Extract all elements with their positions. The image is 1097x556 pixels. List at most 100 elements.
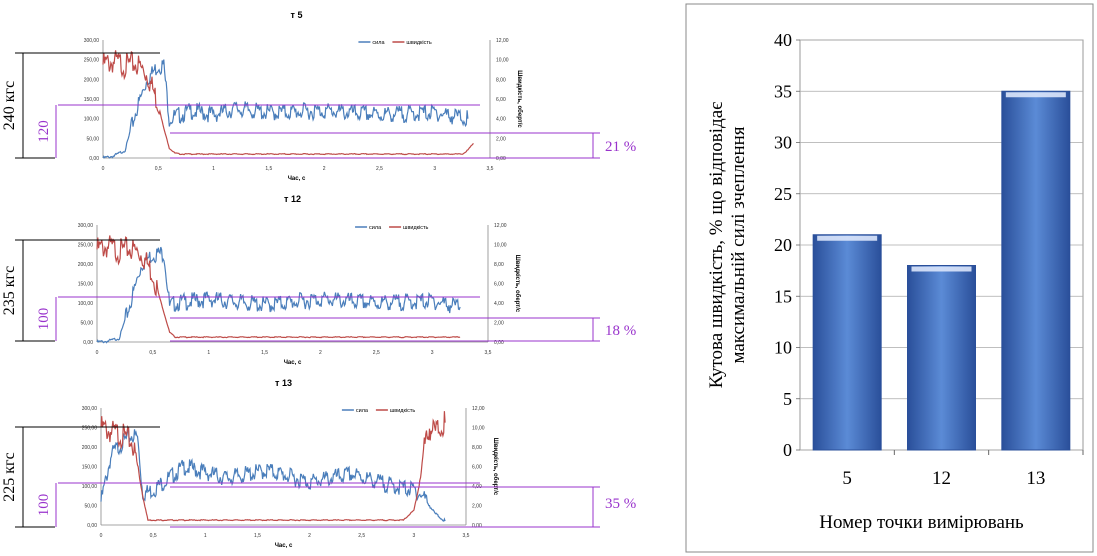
- y-right-axis-label: Швидкість, оберт/с: [492, 438, 499, 496]
- y-tick-label: 30: [774, 133, 792, 153]
- line-chart-panel: т 5300,00250,00200,00150,00100,0050,000,…: [84, 10, 523, 182]
- x-axis-label: Номер точки вимірювань: [819, 512, 1024, 533]
- chart-title: т 5: [291, 10, 303, 20]
- line-chart-panel: т 13300,00250,00200,00150,00100,0050,000…: [82, 378, 499, 549]
- y-right-tick-label: 8,00: [472, 445, 482, 451]
- bar-chart-panel: 0 5 10 15 20 25 30 35 40 5 12 13 Номер точки вимірюв…: [685, 3, 1094, 553]
- y-axis-label: Кутова швидкість, % що відповідаємаксима…: [706, 102, 749, 389]
- legend-label-force: сила: [372, 40, 385, 46]
- y-tick-label: 5: [783, 389, 792, 409]
- x-tick-label: 0: [96, 350, 99, 356]
- force-series-line: [96, 246, 461, 344]
- annotation-group: 225 кгс 100 35 %: [1, 426, 636, 528]
- y-right-tick-label: 2,00: [494, 321, 504, 327]
- y-right-tick-label: 4,00: [494, 301, 504, 307]
- y-right-tick-label: 10,00: [494, 243, 507, 249]
- y-tick-label: 40: [774, 30, 792, 50]
- y-tick-label: 25: [774, 184, 792, 204]
- y-left-tick-label: 0,00: [83, 340, 93, 346]
- y-right-tick-label: 6,00: [494, 282, 504, 288]
- mean-force-label: 120: [36, 120, 52, 143]
- y-tick-label: 35: [774, 81, 792, 101]
- speed-series-line: [96, 235, 461, 339]
- x-tick-label: 12: [932, 468, 951, 489]
- line-chart-panel: т 12 300,00 250,00 200,00 150,00 100,00 50,00 0…: [78, 194, 521, 366]
- chart-title: т 13: [275, 378, 292, 388]
- x-axis-label: Час, с: [284, 360, 302, 366]
- x-tick-label: 1: [212, 166, 215, 172]
- y-left-tick-label: 100,00: [82, 484, 98, 490]
- bar: [1001, 90, 1071, 451]
- y-left-tick-label: 300,00: [82, 406, 98, 412]
- percent-label: 21 %: [605, 139, 636, 155]
- y-left-tick-label: 250,00: [78, 243, 94, 249]
- legend-label-speed: швидкість: [390, 408, 416, 414]
- y-right-tick-label: 4,00: [496, 117, 506, 123]
- y-left-tick-label: 250,00: [84, 58, 100, 64]
- mean-force-label: 100: [36, 494, 52, 517]
- y-left-tick-label: 100,00: [78, 301, 94, 307]
- x-tick-label: 1,5: [261, 350, 268, 356]
- y-left-tick-label: 150,00: [78, 282, 94, 288]
- y-right-tick-label: 0,00: [496, 156, 506, 162]
- y-left-tick-label: 100,00: [84, 117, 100, 123]
- bar: [907, 265, 976, 451]
- bar-highlight: [911, 266, 972, 272]
- legend-label-speed: швидкість: [403, 225, 429, 231]
- legend-label-speed: швидкість: [406, 40, 432, 46]
- percent-label: 18 %: [605, 323, 636, 339]
- x-tick-label: 3,5: [485, 350, 492, 356]
- speed-series-line: [102, 50, 474, 156]
- y-right-tick-label: 6,00: [472, 465, 482, 471]
- x-tick-label: 2: [308, 533, 311, 539]
- annotation-group: 235 кгс 100 18 %: [1, 239, 636, 342]
- bar: [812, 234, 882, 451]
- peak-force-label: 235 кгс: [1, 266, 18, 315]
- percent-label: 35 %: [605, 496, 636, 512]
- x-tick-label: 0,5: [150, 533, 157, 539]
- y-left-tick-label: 50,00: [80, 321, 93, 327]
- y-tick-label: 20: [774, 235, 792, 255]
- y-right-tick-label: 12,00: [496, 38, 509, 44]
- y-right-tick-label: 12,00: [494, 223, 507, 229]
- y-left-tick-label: 50,00: [84, 504, 97, 510]
- peak-force-label: 240 кгс: [1, 81, 18, 130]
- x-tick-label: 1,5: [254, 533, 261, 539]
- y-left-tick-label: 200,00: [78, 262, 94, 268]
- x-tick-label: 2: [323, 166, 326, 172]
- speed-series-line: [100, 411, 446, 522]
- y-left-tick-label: 50,00: [86, 136, 99, 142]
- y-left-tick-label: 250,00: [82, 426, 98, 432]
- x-tick-label: 1: [204, 533, 207, 539]
- x-tick-label: 0: [100, 533, 103, 539]
- y-left-tick-label: 0,00: [89, 156, 99, 162]
- y-tick-label: 10: [774, 338, 792, 358]
- y-right-tick-label: 0,00: [472, 523, 482, 529]
- y-right-tick-label: 12,00: [472, 406, 485, 412]
- x-axis-label: Час, с: [288, 176, 306, 182]
- bar-highlight: [817, 235, 878, 241]
- peak-force-label: 225 кгс: [1, 452, 18, 501]
- bar-highlight: [1005, 92, 1066, 98]
- y-left-tick-label: 150,00: [84, 97, 100, 103]
- force-series-line: [102, 59, 469, 159]
- y-left-tick-label: 300,00: [84, 38, 100, 44]
- x-tick-label: 3: [433, 166, 436, 172]
- y-left-tick-label: 200,00: [82, 445, 98, 451]
- y-left-tick-label: 300,00: [78, 223, 94, 229]
- y-right-tick-label: 10,00: [496, 58, 509, 64]
- x-tick-label: 0: [102, 166, 105, 172]
- y-right-tick-label: 8,00: [494, 262, 504, 268]
- x-tick-label: 3,5: [487, 166, 494, 172]
- y-left-tick-label: 0,00: [87, 523, 97, 529]
- force-series-line: [100, 429, 446, 522]
- chart-title: т 12: [284, 194, 301, 204]
- y-left-tick-label: 200,00: [84, 77, 100, 83]
- x-tick-label: 0,5: [155, 166, 162, 172]
- y-tick-label: 0: [783, 440, 792, 460]
- y-right-axis-label: Швидкість, оберт/с: [516, 70, 523, 128]
- y-axis-label-line: максимальній силі зчеплення: [728, 126, 749, 363]
- mean-force-label: 100: [36, 308, 52, 331]
- y-right-tick-label: 6,00: [496, 97, 506, 103]
